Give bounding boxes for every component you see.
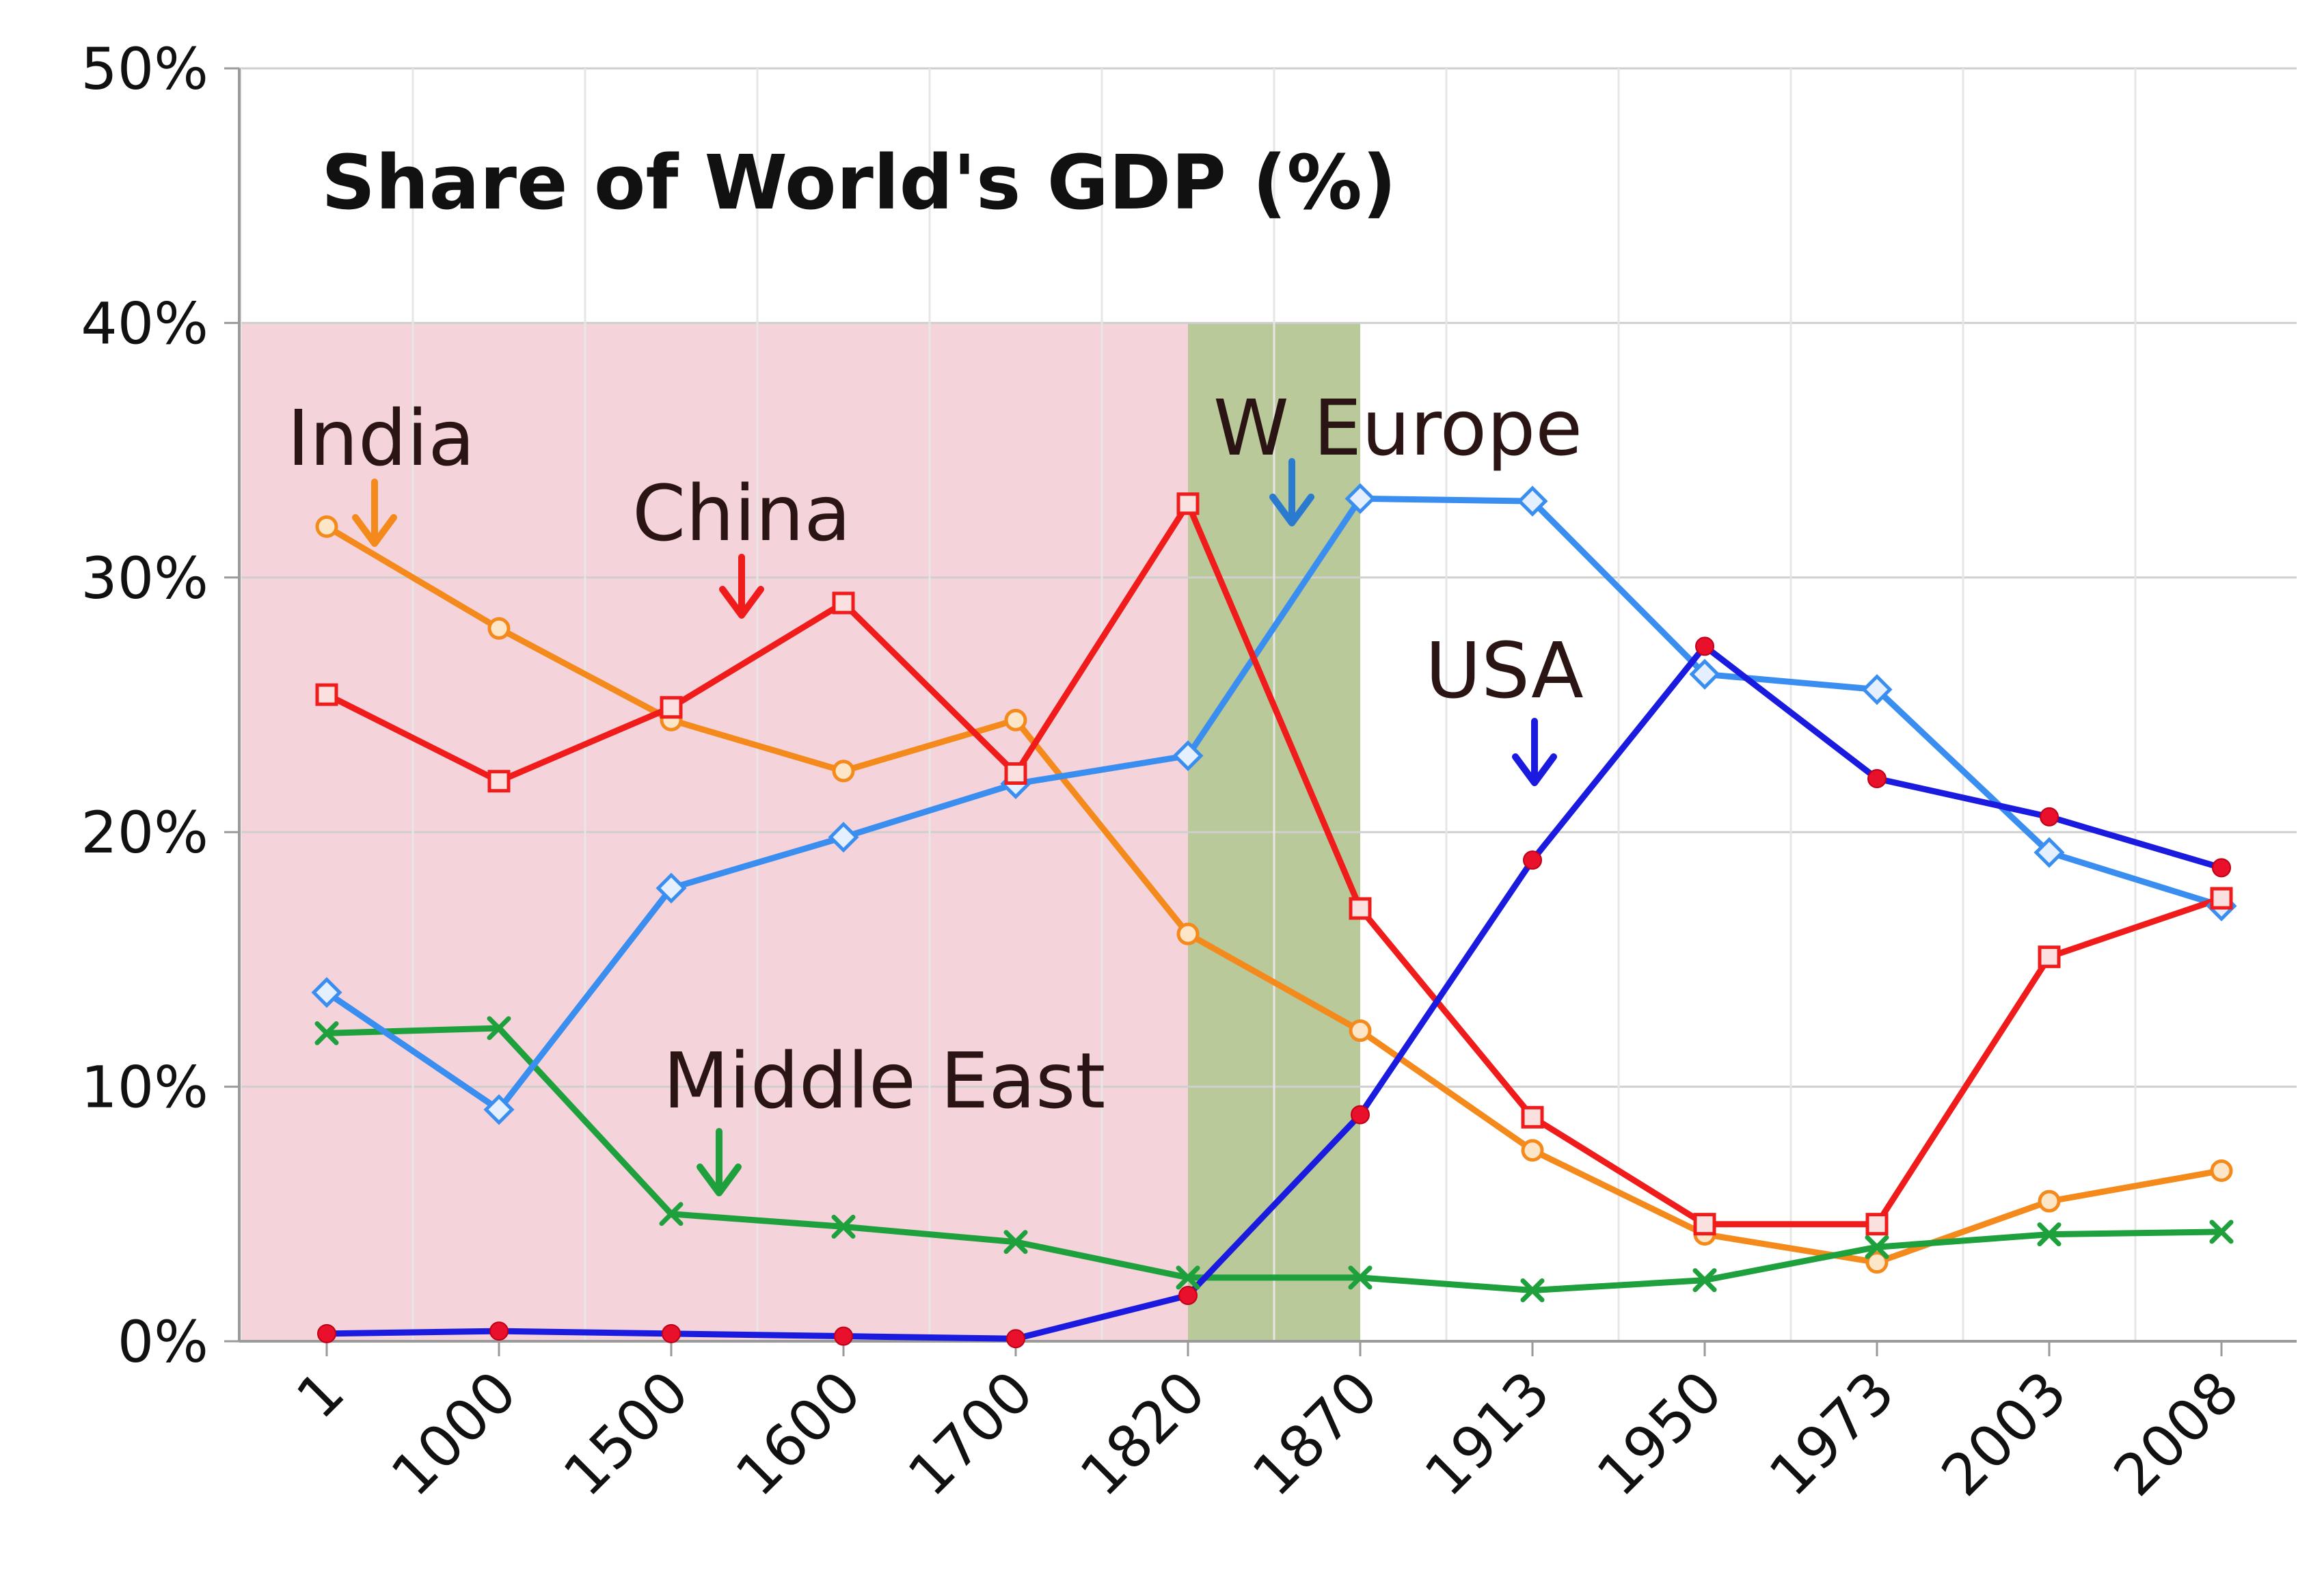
data-point-india [315, 515, 338, 538]
xtick-label: 1700 [895, 1358, 1046, 1509]
xtick-label: 1913 [1412, 1358, 1563, 1509]
annotation-middle-east: Middle East [663, 1037, 1105, 1126]
data-point-india [2210, 1159, 2233, 1182]
data-point-middle-east [1865, 1235, 1889, 1259]
data-point-china [660, 696, 683, 719]
data-point-middle-east [2037, 1222, 2062, 1247]
series-line-india [323, 523, 2225, 1266]
data-point-china [2038, 945, 2061, 969]
series-line-usa [323, 643, 2225, 1342]
xtick-label: 1870 [1240, 1358, 1390, 1509]
data-point-china [1521, 1105, 1544, 1129]
annotations: India China W Europe USA Middle East [287, 384, 1584, 1196]
arrowhead-w-europe [1269, 494, 1314, 526]
xtick-label: 2008 [2101, 1358, 2252, 1509]
data-point-middle-east [1348, 1265, 1373, 1290]
xtick-label: 1950 [1584, 1358, 1735, 1509]
arrowhead-india [352, 514, 397, 547]
data-point-usa [2040, 807, 2059, 826]
data-point-china [2210, 887, 2233, 910]
data-point-usa [1006, 1329, 1025, 1349]
series-line-middle-east [323, 1025, 2225, 1294]
ytick-label: 40% [81, 290, 208, 357]
data-point-w-europe [311, 977, 342, 1008]
data-point-china [1349, 897, 1372, 920]
data-point-china [1176, 492, 1200, 515]
data-point-usa [2212, 858, 2231, 878]
data-point-india [832, 760, 855, 783]
data-point-middle-east [659, 1202, 684, 1226]
xtick-label: 1600 [723, 1358, 874, 1509]
ytick-label: 20% [81, 799, 208, 866]
data-point-w-europe [1517, 485, 1548, 517]
data-point-usa [1178, 1285, 1198, 1305]
annotation-w-europe: W Europe [1213, 384, 1582, 473]
xtick-label: 1973 [1757, 1358, 1907, 1509]
data-point-w-europe [828, 822, 859, 853]
data-point-middle-east [1692, 1268, 1717, 1293]
data-point-usa [1523, 850, 1542, 870]
xtick-label: 1820 [1068, 1358, 1218, 1509]
xtick-label: 2003 [1929, 1358, 2079, 1509]
data-point-china [1693, 1213, 1716, 1236]
data-point-w-europe [656, 872, 687, 904]
data-point-india [1521, 1139, 1544, 1162]
data-point-middle-east [831, 1214, 856, 1239]
ytick-label: 0% [118, 1308, 208, 1375]
data-point-india [1176, 922, 1200, 945]
data-point-india [1865, 1251, 1889, 1274]
data-point-india [1349, 1019, 1372, 1043]
data-point-china [315, 683, 338, 706]
arrowhead-usa [1512, 753, 1557, 786]
data-point-w-europe [1861, 674, 1893, 705]
annotation-india: India [287, 394, 475, 483]
data-point-india [487, 617, 511, 640]
data-point-middle-east [1520, 1278, 1545, 1303]
ytick-label: 30% [81, 545, 208, 612]
ytick-label: 10% [81, 1054, 208, 1121]
data-point-usa [489, 1321, 509, 1341]
annotation-usa: USA [1425, 627, 1584, 716]
xtick-label: 1000 [379, 1358, 529, 1509]
data-point-w-europe [1345, 483, 1376, 514]
arrowhead-middle-east [697, 1164, 742, 1196]
annotation-china: China [632, 470, 851, 559]
ytick-label: 50% [81, 36, 208, 103]
data-point-middle-east [1003, 1230, 1028, 1254]
data-point-china [832, 591, 855, 615]
data-point-w-europe [483, 1094, 515, 1125]
data-point-china [487, 770, 511, 793]
series-line-w-europe [323, 495, 2225, 1113]
data-point-w-europe [1172, 740, 1204, 772]
chart-title: Share of World's GDP (%) [321, 139, 1396, 226]
data-point-w-europe [2033, 837, 2065, 868]
data-point-usa [1867, 768, 1887, 788]
arrowhead-china [719, 586, 764, 619]
data-point-usa [662, 1323, 681, 1343]
xtick-label: 1 [284, 1358, 357, 1432]
data-point-india [2038, 1190, 2061, 1213]
data-point-w-europe [1689, 658, 1720, 690]
data-point-middle-east [487, 1016, 511, 1040]
xtick-label: 1500 [551, 1358, 701, 1509]
series-lines [323, 495, 2225, 1342]
data-point-middle-east [2209, 1220, 2234, 1244]
data-point-india [1004, 708, 1027, 731]
data-point-china [1004, 762, 1027, 785]
data-point-usa [1351, 1105, 1370, 1125]
data-point-usa [317, 1323, 336, 1343]
data-point-usa [834, 1326, 853, 1346]
data-point-usa [1695, 636, 1714, 656]
series-markers [311, 483, 2237, 1349]
series-line-china [323, 500, 2225, 1228]
data-point-china [1865, 1213, 1889, 1236]
data-point-middle-east [1176, 1265, 1200, 1290]
data-point-middle-east [314, 1021, 339, 1045]
